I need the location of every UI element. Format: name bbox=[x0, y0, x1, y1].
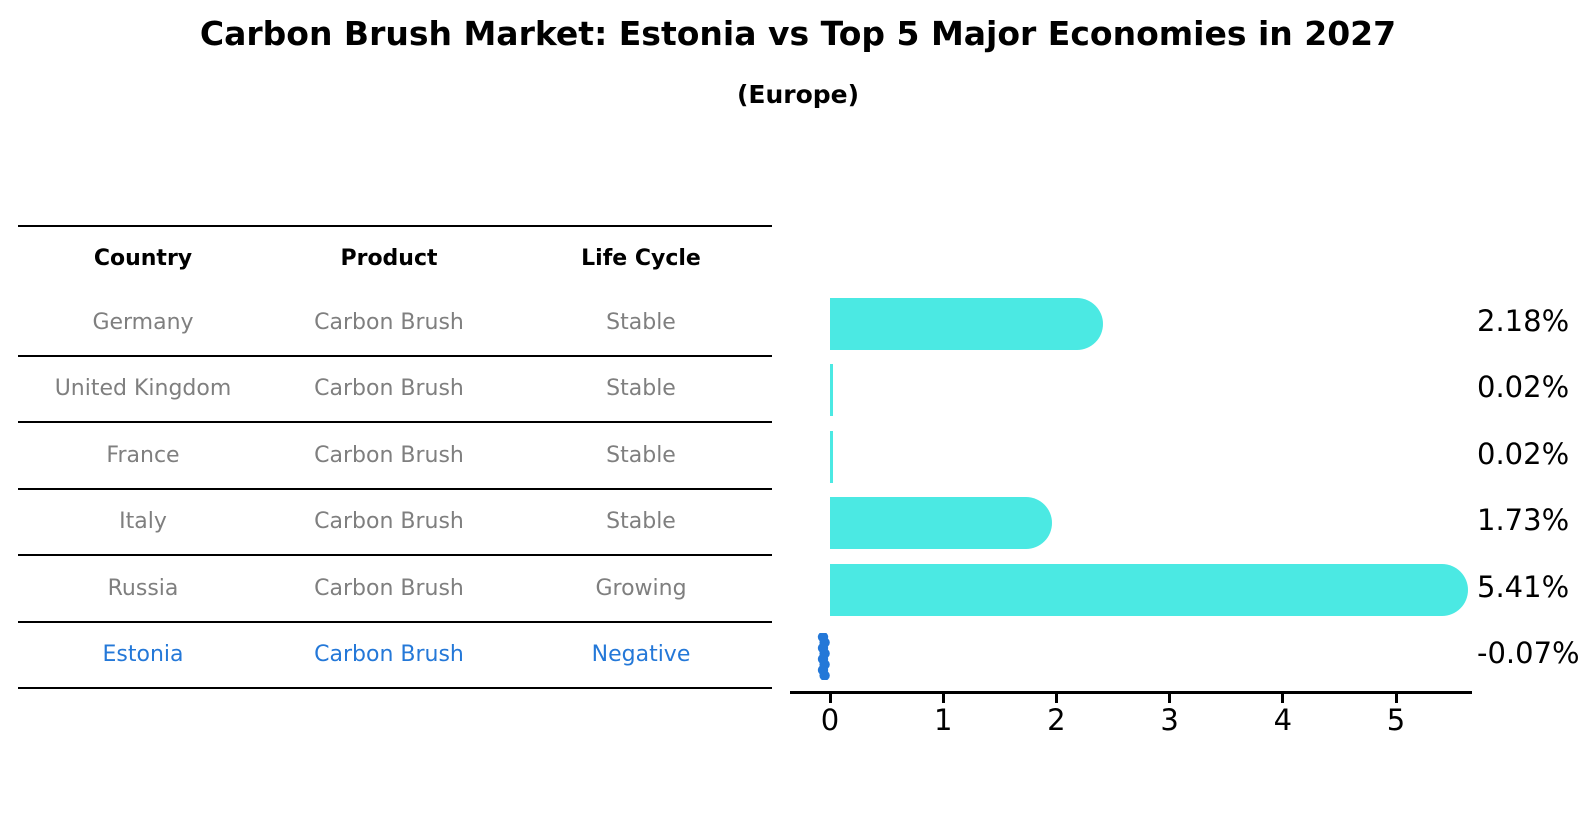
table-header-row: Country Product Life Cycle bbox=[18, 227, 772, 290]
bar-estonia bbox=[816, 631, 831, 684]
table-row: United Kingdom Carbon Brush Stable bbox=[18, 357, 772, 423]
bar-russia bbox=[830, 563, 1469, 616]
x-tick-label: 4 bbox=[1273, 703, 1293, 737]
table-row: France Carbon Brush Stable bbox=[18, 423, 772, 490]
table-cell-country: France bbox=[106, 442, 180, 468]
table-cell-lifecycle: Stable bbox=[606, 509, 676, 535]
table-cell-product: Carbon Brush bbox=[314, 309, 464, 335]
x-tick-label: 1 bbox=[933, 703, 953, 737]
x-tick-label: 3 bbox=[1160, 703, 1179, 737]
table-cell-lifecycle: Stable bbox=[606, 309, 676, 335]
table-cell-lifecycle: Growing bbox=[595, 575, 687, 601]
table-cell-product: Carbon Brush bbox=[314, 642, 464, 668]
x-tick-label: 5 bbox=[1386, 703, 1406, 737]
bar-italy bbox=[830, 497, 1052, 549]
table-cell-lifecycle: Stable bbox=[606, 442, 676, 468]
chart-title: Carbon Brush Market: Estonia vs Top 5 Ma… bbox=[199, 14, 1397, 53]
table-cell-product: Carbon Brush bbox=[314, 509, 464, 535]
table-row: Estonia Carbon Brush Negative bbox=[18, 623, 772, 688]
table-cell-country: Estonia bbox=[102, 642, 184, 668]
bar-value-label: -0.07% bbox=[1477, 636, 1580, 670]
table-cell-country: United Kingdom bbox=[54, 376, 232, 402]
x-tick-mark bbox=[1394, 694, 1398, 703]
bar-value-label: 1.73% bbox=[1477, 503, 1570, 537]
x-tick-mark bbox=[1281, 694, 1285, 703]
bar-value-label: 5.41% bbox=[1477, 569, 1570, 604]
x-axis-line bbox=[790, 691, 1472, 694]
bar-united-kingdom bbox=[830, 364, 833, 416]
table-row: Italy Carbon Brush Stable bbox=[18, 490, 772, 556]
table-cell-lifecycle: Stable bbox=[606, 376, 676, 402]
bar-value-label: 2.18% bbox=[1477, 303, 1570, 338]
table-body: Germany Carbon Brush Stable United Kingdom C… bbox=[18, 290, 772, 687]
bar-france bbox=[830, 430, 833, 483]
table-cell-product: Carbon Brush bbox=[314, 376, 464, 402]
table-row: Germany Carbon Brush Stable bbox=[18, 290, 772, 357]
x-tick-mark bbox=[1054, 694, 1058, 703]
table-cell-product: Carbon Brush bbox=[314, 442, 464, 468]
bar-value-label: 0.02% bbox=[1477, 370, 1570, 404]
x-tick-mark bbox=[828, 694, 832, 703]
table-header-product: Product bbox=[340, 246, 438, 271]
table-cell-country: Germany bbox=[92, 309, 194, 335]
x-tick-label: 2 bbox=[1047, 703, 1066, 737]
x-tick-label: 0 bbox=[820, 703, 840, 737]
x-tick-mark bbox=[941, 694, 945, 703]
x-tick-mark bbox=[1168, 694, 1172, 703]
table-cell-product: Carbon Brush bbox=[314, 575, 464, 601]
table-header-lifecycle: Life Cycle bbox=[581, 246, 701, 271]
table-cell-country: Italy bbox=[119, 509, 167, 535]
table-header: Country Product Life Cycle bbox=[18, 227, 772, 290]
bar-germany bbox=[830, 297, 1103, 350]
table-row: Russia Carbon Brush Growing bbox=[18, 556, 772, 623]
chart-subtitle: (Europe) bbox=[736, 80, 860, 109]
table-cell-country: Russia bbox=[107, 575, 179, 601]
comparison-table: Country Product Life Cycle Germany Carbon… bbox=[18, 225, 772, 689]
table-header-country: Country bbox=[93, 246, 193, 271]
table-cell-lifecycle: Negative bbox=[591, 642, 691, 668]
bar-value-label: 0.02% bbox=[1477, 436, 1570, 471]
